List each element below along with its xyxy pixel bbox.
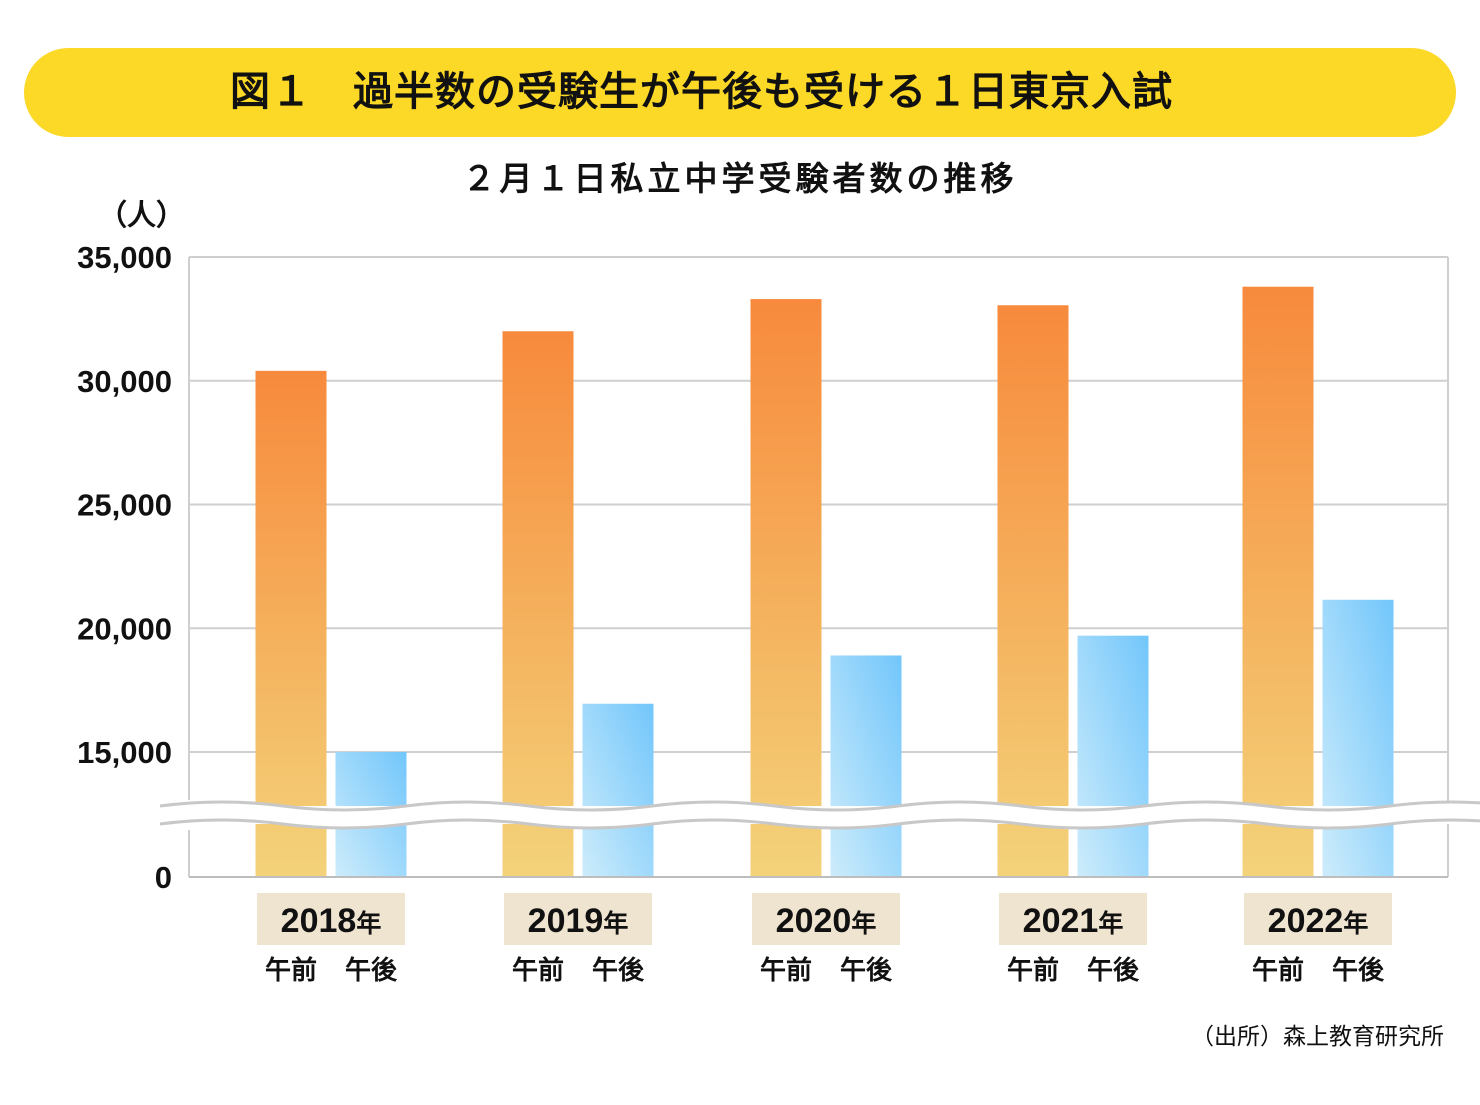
series-label: 午後 — [592, 955, 645, 985]
y-tick-label: 0 — [155, 860, 172, 895]
x-tick-label: 2022年 — [1268, 902, 1369, 940]
pm-bar-2020年 — [830, 655, 902, 877]
y-tick-label: 15,000 — [77, 735, 172, 770]
figure-title: 図１ 過半数の受験生が午後も受ける１日東京入試 — [230, 69, 1173, 115]
series-label: 午後 — [1332, 955, 1385, 985]
am-bar-2022年 — [1242, 286, 1314, 877]
series-label: 午後 — [345, 955, 398, 985]
series-label: 午前 — [265, 955, 317, 985]
series-label: 午前 — [1007, 955, 1059, 985]
title-banner: 図１ 過半数の受験生が午後も受ける１日東京入試 — [24, 48, 1456, 137]
axis-break-wave-top — [159, 800, 1480, 812]
axis-break-wave-bottom — [159, 818, 1480, 830]
y-tick-label: 25,000 — [77, 488, 172, 523]
x-tick-label: 2021年 — [1023, 902, 1124, 940]
series-label: 午前 — [760, 955, 812, 985]
series-label: 午後 — [1087, 955, 1140, 985]
y-tick-label: 30,000 — [77, 364, 172, 399]
am-bar-2019年 — [502, 331, 574, 877]
y-axis-unit-label: （人） — [98, 198, 186, 232]
y-tick-label: 35,000 — [77, 240, 172, 275]
pm-bar-2019年 — [582, 703, 654, 877]
y-tick-label: 20,000 — [77, 611, 172, 646]
am-bar-2018年 — [255, 370, 327, 877]
series-label: 午前 — [512, 955, 564, 985]
chart-title: ２月１日私立中学受験者数の推移 — [462, 159, 1018, 198]
am-bar-2020年 — [750, 299, 822, 877]
source-note: （出所）森上教育研究所 — [1191, 1024, 1444, 1050]
category-label-box — [504, 893, 652, 945]
category-label-box — [752, 893, 900, 945]
pm-bar-2022年 — [1322, 599, 1394, 877]
x-tick-label: 2020年 — [776, 902, 877, 940]
category-label-box — [999, 893, 1147, 945]
series-label: 午後 — [840, 955, 893, 985]
category-label-box — [1244, 893, 1392, 945]
am-bar-2021年 — [997, 305, 1069, 877]
category-label-box — [257, 893, 405, 945]
x-tick-label: 2018年 — [281, 902, 382, 940]
series-label: 午前 — [1252, 955, 1304, 985]
x-tick-label: 2019年 — [528, 902, 629, 940]
pm-bar-2021年 — [1077, 635, 1149, 877]
